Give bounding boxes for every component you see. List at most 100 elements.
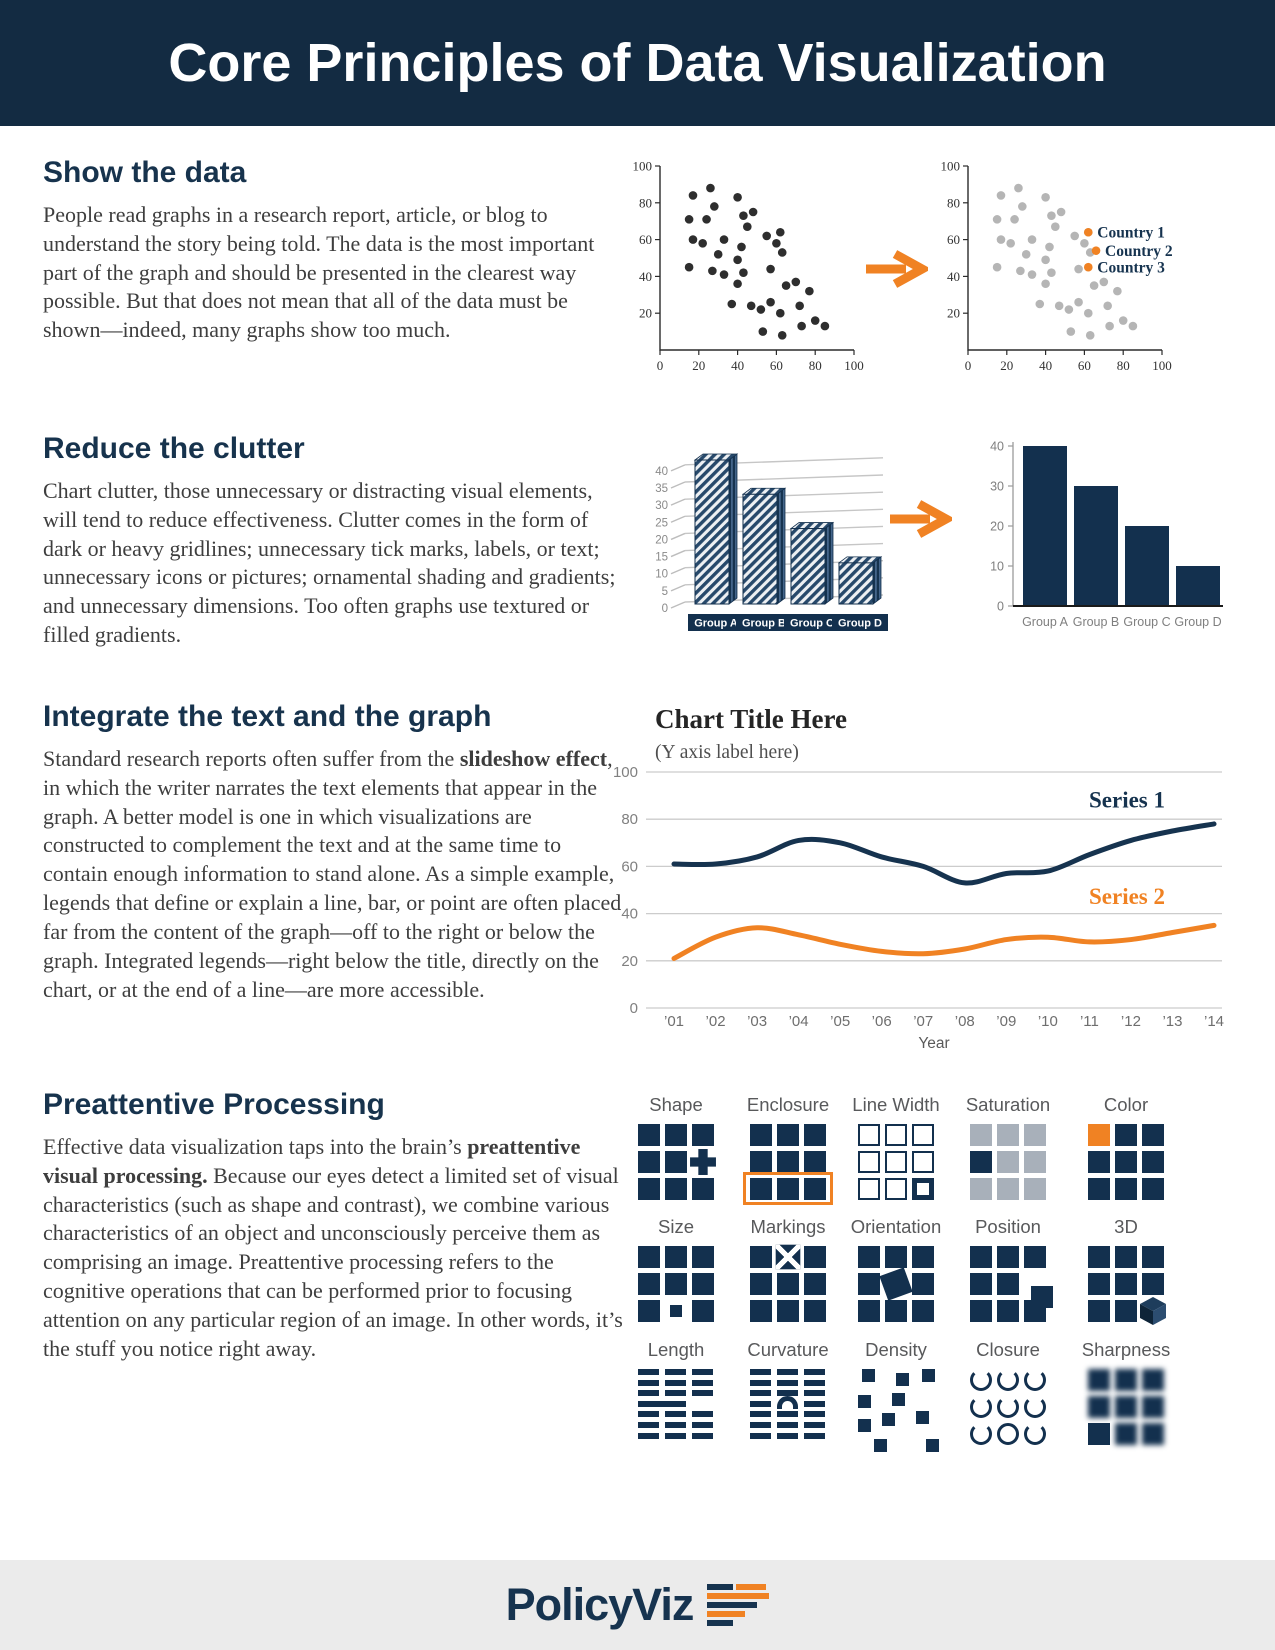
svg-text:60: 60 [621,858,638,875]
preattentive-label-curvature: Curvature [747,1339,829,1360]
preattentive-icon-color [1088,1124,1164,1200]
svg-text:20: 20 [692,358,705,373]
preattentive-label-threed: 3D [1114,1216,1138,1237]
svg-text:80: 80 [639,195,652,210]
line-chart-title: Chart Title Here [655,704,847,734]
heading-reduce-the-clutter: Reduce the clutter [43,432,305,465]
preattentive-icon-position [970,1246,1053,1322]
body-integrate-text-graph: Standard research reports often suffer f… [43,746,622,1002]
svg-text:100: 100 [613,764,638,781]
svg-text:’10: ’10 [1038,1013,1058,1030]
svg-text:30: 30 [655,500,668,512]
svg-text:’03: ’03 [747,1013,767,1030]
svg-text:’02: ’02 [706,1013,726,1030]
svg-text:100: 100 [633,159,653,174]
preattentive-icon-sharpness [1088,1369,1164,1445]
svg-text:Group B: Group B [1073,615,1120,629]
preattentive-label-position: Position [975,1216,1041,1237]
preattentive-label-color: Color [1103,1094,1149,1115]
svg-text:Group D: Group D [1174,615,1221,629]
heading-preattentive-processing: Preattentive Processing [43,1088,385,1121]
preattentive-icon-saturation [970,1124,1046,1200]
arrow-right-icon [888,500,956,543]
svg-text:Country 2: Country 2 [1105,243,1173,260]
svg-text:Country 3: Country 3 [1097,260,1165,277]
svg-text:’01: ’01 [664,1013,684,1030]
svg-text:’12: ’12 [1121,1013,1141,1030]
svg-text:15: 15 [655,552,668,564]
svg-text:25: 25 [655,517,668,529]
preattentive-icon-markings [750,1244,826,1322]
preattentive-label-saturation: Saturation [965,1094,1051,1115]
preattentive-icon-length [638,1369,714,1445]
header-banner: Core Principles of Data Visualization [0,0,1275,126]
svg-text:40: 40 [639,269,652,284]
preattentive-icon-linewidth [858,1124,934,1200]
body-show-the-data: People read graphs in a research report,… [43,202,595,343]
svg-text:0: 0 [997,600,1004,614]
heading-show-the-data: Show the data [43,156,247,189]
svg-text:20: 20 [1000,358,1013,373]
body-preattentive-processing: Effective data visualization taps into t… [43,1134,623,1361]
svg-text:60: 60 [770,358,783,373]
svg-text:Country 1: Country 1 [1097,225,1165,242]
svg-text:0: 0 [630,1000,638,1017]
scatter-chart-before: 20 40 60 80 100 0 20 40 60 80 100 [628,152,872,391]
svg-text:80: 80 [1117,358,1130,373]
svg-text:’14: ’14 [1204,1013,1224,1030]
svg-text:’08: ’08 [955,1013,975,1030]
svg-text:40: 40 [655,466,668,478]
page-title: Core Principles of Data Visualization [168,33,1107,93]
svg-text:20: 20 [621,953,638,970]
svg-text:100: 100 [1152,358,1172,373]
svg-text:35: 35 [655,483,668,495]
preattentive-icon-shape [638,1124,716,1200]
svg-text:40: 40 [621,906,638,923]
preattentive-icon-density [858,1369,939,1452]
footer-bar: PolicyViz [0,1560,1275,1650]
svg-text:80: 80 [809,358,822,373]
preattentive-icon-enclosure [743,1124,833,1205]
svg-text:0: 0 [657,358,664,373]
preattentive-label-markings: Markings [750,1216,826,1237]
preattentive-icon-orientation [858,1246,934,1322]
preattentive-icon-size [638,1246,714,1322]
brand-text: PolicyViz [505,1579,695,1630]
preattentive-label-linewidth: Line Width [852,1094,940,1115]
svg-text:’07: ’07 [913,1013,933,1030]
svg-text:’13: ’13 [1162,1013,1182,1030]
svg-text:’11: ’11 [1080,1013,1099,1030]
integrated-line-chart: 0 20 40 60 80 100 ’01 ’02 ’03 ’04 ’05 ’06 ’07 ’08 ’09 ’… [600,758,1240,1068]
svg-text:100: 100 [844,358,864,373]
preattentive-label-closure: Closure [976,1339,1040,1360]
section-integrate-text-graph: Integrate the text and the graph Standar… [43,700,628,1004]
svg-text:10: 10 [990,560,1004,574]
svg-text:Group C: Group C [790,618,834,630]
svg-text:Series 1: Series 1 [1089,787,1165,812]
svg-text:100: 100 [941,159,961,174]
preattentive-label-density: Density [865,1339,927,1360]
svg-text:0: 0 [965,358,972,373]
svg-text:Group D: Group D [838,618,882,630]
line-chart-y-axis-label: (Y axis label here) [655,742,799,763]
svg-text:’09: ’09 [996,1013,1016,1030]
preattentive-label-length: Length [647,1339,705,1360]
policyviz-logo-icon [707,1584,770,1626]
body-reduce-the-clutter: Chart clutter, those unnecessary or dist… [43,478,616,648]
svg-text:’05: ’05 [830,1013,850,1030]
svg-text:Group A: Group A [694,618,738,630]
section-preattentive-processing: Preattentive Processing Effective data v… [43,1088,628,1364]
svg-text:20: 20 [655,534,668,546]
preattentive-icon-curvature [750,1369,826,1445]
preattentive-label-sharpness: Sharpness [1081,1339,1171,1360]
svg-text:40: 40 [990,440,1004,454]
svg-text:Series 2: Series 2 [1089,884,1165,909]
svg-text:’06: ’06 [872,1013,892,1030]
scatter-chart-after: 20 40 60 80 100 0 20 40 60 80 100 Country 1 Country … [936,152,1180,391]
svg-text:60: 60 [1078,358,1091,373]
preattentive-label-size: Size [658,1216,694,1237]
svg-text:60: 60 [947,232,960,247]
clean-bar-chart: 0 10 20 30 40 Group A Group B Group C Group D [975,430,1229,649]
preattentive-icon-threed [1088,1246,1166,1325]
